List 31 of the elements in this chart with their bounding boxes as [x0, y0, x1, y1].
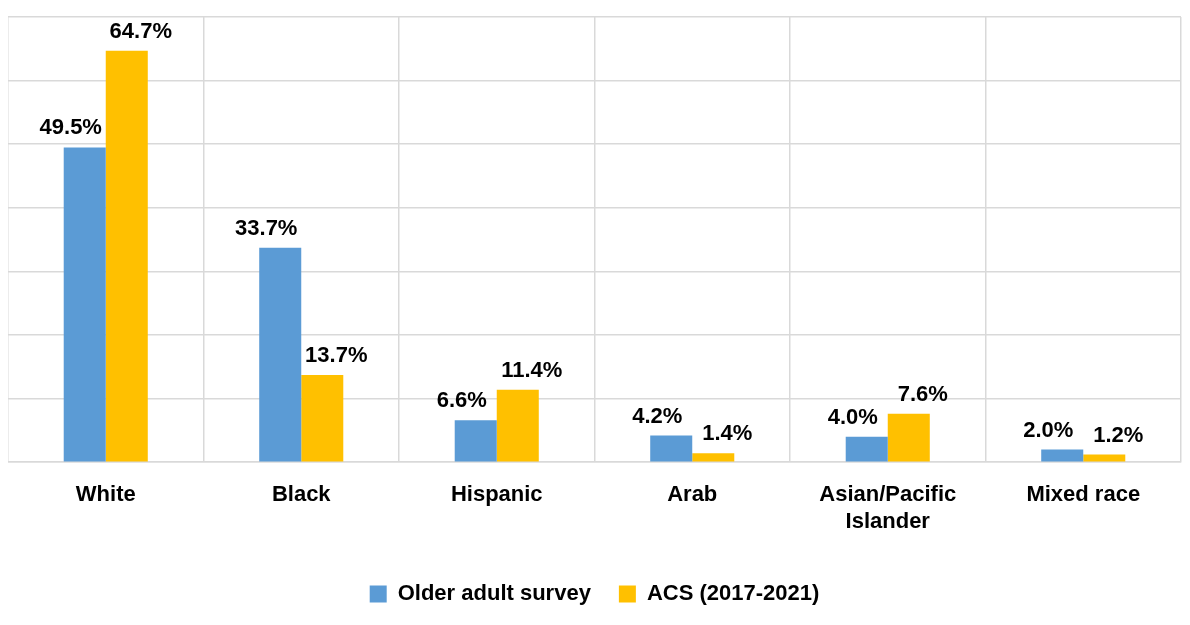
data-label: 7.6% [897, 380, 948, 406]
data-label: 49.5% [39, 114, 102, 140]
bar [845, 436, 888, 462]
data-label: 4.0% [827, 403, 878, 429]
x-tick-label: Black [271, 481, 332, 507]
data-label: 33.7% [235, 214, 298, 240]
data-label: 1.4% [702, 420, 753, 446]
bar [496, 389, 539, 462]
bar [650, 435, 693, 462]
data-label: 64.7% [109, 17, 172, 43]
data-label: 4.2% [632, 402, 683, 428]
bar [692, 453, 735, 462]
bar [259, 247, 302, 462]
data-label: 1.2% [1093, 421, 1144, 447]
x-tick-label: Mixed race [1026, 481, 1141, 507]
data-label: 11.4% [501, 356, 563, 382]
bar [887, 413, 930, 462]
x-tick-label: Asian/Pacific Islander [819, 481, 957, 533]
data-label: 2.0% [1023, 416, 1074, 442]
bar [301, 375, 344, 462]
bar [454, 420, 497, 462]
x-tick-label: Hispanic [450, 481, 543, 507]
legend-label: ACS (2017-2021) [646, 580, 820, 606]
x-tick-label: White [75, 481, 136, 507]
bar [63, 147, 106, 462]
x-tick-label: Arab [667, 481, 718, 507]
data-label: 13.7% [305, 342, 368, 368]
legend-label: Older adult survey [397, 580, 592, 606]
data-label: 6.6% [436, 387, 487, 413]
bar [105, 50, 148, 462]
bar [1041, 449, 1084, 462]
